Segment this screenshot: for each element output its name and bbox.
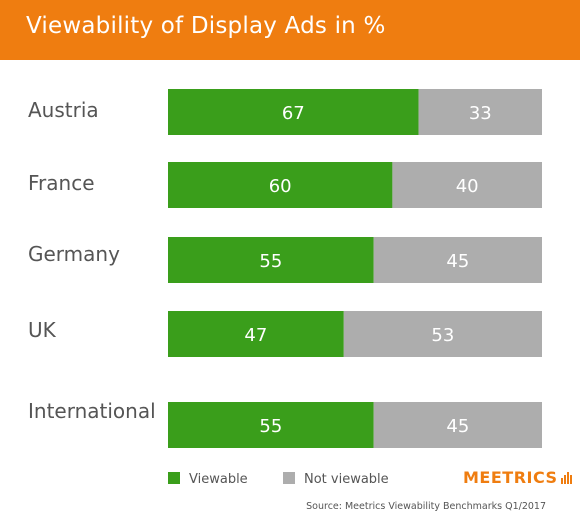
value-label-not-viewable-germany: 45	[446, 251, 469, 272]
value-label-viewable-germany: 55	[259, 251, 282, 272]
bar-not-viewable-germany	[373, 237, 542, 283]
category-label-germany: Germany	[28, 242, 120, 266]
brand-name: MEETRICS	[463, 468, 558, 487]
category-label-france: France	[28, 171, 95, 195]
value-label-viewable-austria: 67	[282, 103, 305, 124]
bar-not-viewable-austria	[418, 89, 542, 135]
legend-item-not-viewable: Not viewable	[283, 472, 389, 487]
bar-viewable-france	[168, 162, 393, 208]
legend-swatch-not-viewable	[283, 472, 295, 484]
category-label-uk: UK	[28, 318, 57, 342]
bar-not-viewable-uk	[343, 311, 542, 357]
legend-label-viewable: Viewable	[189, 472, 248, 487]
bar-not-viewable-france	[392, 162, 542, 208]
value-label-viewable-international: 55	[259, 416, 282, 437]
value-label-viewable-uk: 47	[244, 325, 267, 346]
category-label-austria: Austria	[28, 98, 99, 122]
bar-not-viewable-international	[373, 402, 542, 448]
value-label-not-viewable-france: 40	[456, 176, 479, 197]
value-label-not-viewable-uk: 53	[431, 325, 454, 346]
value-label-viewable-france: 60	[269, 176, 292, 197]
chart-header: Viewability of Display Ads in %	[0, 0, 580, 60]
chart-title: Viewability of Display Ads in %	[26, 13, 386, 39]
category-label-international: International	[28, 399, 156, 423]
bar-viewable-uk	[168, 311, 344, 357]
legend-item-viewable: Viewable	[168, 472, 248, 487]
value-label-not-viewable-austria: 33	[469, 103, 492, 124]
brand-logo: MEETRICS	[463, 468, 572, 487]
brand-bars-icon	[560, 468, 572, 487]
bar-viewable-international	[168, 402, 374, 448]
legend-swatch-viewable	[168, 472, 180, 484]
legend-label-not-viewable: Not viewable	[304, 472, 389, 487]
source-note: Source: Meetrics Viewability Benchmarks …	[306, 501, 546, 512]
bar-viewable-germany	[168, 237, 374, 283]
value-label-not-viewable-international: 45	[446, 416, 469, 437]
bar-viewable-austria	[168, 89, 419, 135]
